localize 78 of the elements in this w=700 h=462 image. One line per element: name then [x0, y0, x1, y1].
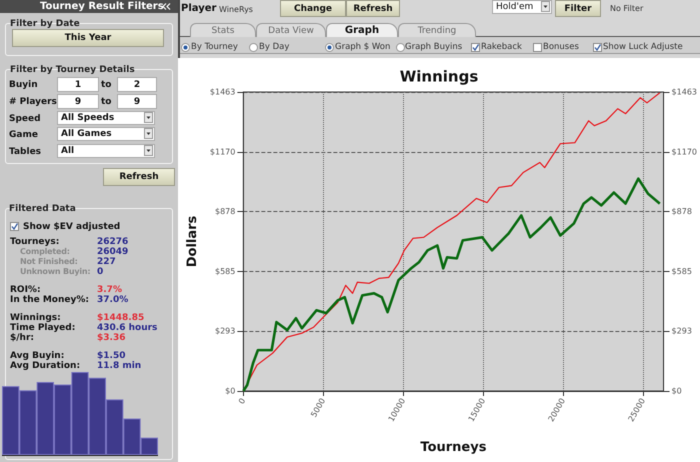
text: Graph $ Won — [335, 41, 390, 53]
x-axis-title: Tourneys — [420, 440, 487, 455]
text: Show Luck Adjuste — [603, 41, 683, 53]
text: Player — [181, 3, 216, 15]
text: All Speeds — [61, 112, 116, 124]
y2-tick-label: $293 — [672, 326, 692, 336]
text: # Players — [9, 96, 57, 108]
text: 3.7% — [97, 284, 122, 295]
text: Avg Duration: — [10, 360, 80, 372]
text: 0 — [97, 266, 104, 278]
x-tick-label: 0 — [236, 396, 248, 406]
text: Tourney Result Filters — [40, 1, 164, 13]
text: 37.0% — [97, 294, 128, 306]
chart-title: Winnings — [400, 68, 478, 86]
y2-tick-label: $0 — [672, 386, 682, 396]
text: 26276 — [97, 236, 128, 247]
text: Avg Buyin: — [10, 350, 64, 361]
text: $1448.85 — [97, 312, 144, 323]
y-tick-label: $293 — [214, 326, 236, 336]
y-tick-label: $1463 — [210, 88, 236, 96]
text: to — [101, 79, 112, 91]
y2-tick-label: $1463 — [672, 88, 698, 96]
text: Refresh — [347, 2, 399, 14]
text: Bonuses — [543, 41, 579, 53]
text: Graph Buyins — [405, 41, 462, 53]
text: Winnings: — [10, 312, 61, 323]
y-tick-label: $585 — [214, 266, 236, 276]
text: 227 — [97, 256, 116, 267]
text: Speed — [9, 113, 41, 125]
text: Filter by Date — [10, 18, 80, 30]
y-tick-label: $0 — [225, 386, 236, 396]
text: Filtered Data — [9, 203, 76, 215]
text: $/hr: — [10, 332, 34, 344]
y-tick-label: $1170 — [210, 147, 236, 156]
text: Stats — [191, 25, 255, 37]
text: Data View — [257, 25, 325, 37]
text: WineRys — [219, 4, 253, 16]
text: By Tourney — [191, 41, 238, 53]
line-series — [242, 177, 662, 392]
y2-tick-label: $878 — [672, 207, 692, 216]
text: to — [101, 96, 112, 108]
y-tick-label: $878 — [214, 207, 236, 216]
text: Graph — [327, 25, 397, 37]
text: Tourneys: — [10, 236, 60, 248]
y2-tick-label: $1170 — [672, 147, 698, 156]
text: 9 — [58, 96, 98, 108]
text: By Day — [259, 41, 290, 53]
text: Change — [281, 2, 345, 14]
text: No Filter — [610, 3, 644, 15]
y2-tick-label: $585 — [672, 266, 692, 276]
text: Time Played: — [10, 322, 76, 333]
text: In the Money%: — [10, 294, 89, 306]
text: Not Finished: — [20, 256, 78, 268]
text: Unknown Buyin: — [20, 266, 90, 278]
text: Tables — [9, 146, 42, 158]
text: 9 — [118, 96, 156, 108]
text: 11.8 min — [97, 360, 142, 372]
text: 1 — [58, 78, 98, 90]
text: $3.36 — [97, 332, 126, 344]
text: Trending — [399, 25, 475, 37]
text: ROI%: — [10, 284, 41, 295]
y-axis-title: Dollars — [185, 215, 200, 268]
text: Completed: — [20, 246, 70, 258]
text: Refresh — [104, 171, 174, 183]
text: Filter by Tourney Details — [10, 64, 135, 76]
text: All — [61, 145, 76, 157]
text: Show $EV adjusted — [23, 221, 120, 233]
text: This Year — [13, 32, 163, 44]
text: Hold'em — [496, 1, 534, 13]
text: Game — [9, 129, 38, 141]
text: $1.50 — [97, 350, 126, 361]
text: Filter — [556, 2, 600, 14]
text: 430.6 hours — [97, 322, 158, 333]
text: Buyin — [9, 79, 38, 91]
text: 2 — [118, 78, 156, 90]
text: All Games — [61, 128, 113, 140]
text: Rakeback — [481, 41, 522, 53]
text: 26049 — [97, 246, 128, 257]
